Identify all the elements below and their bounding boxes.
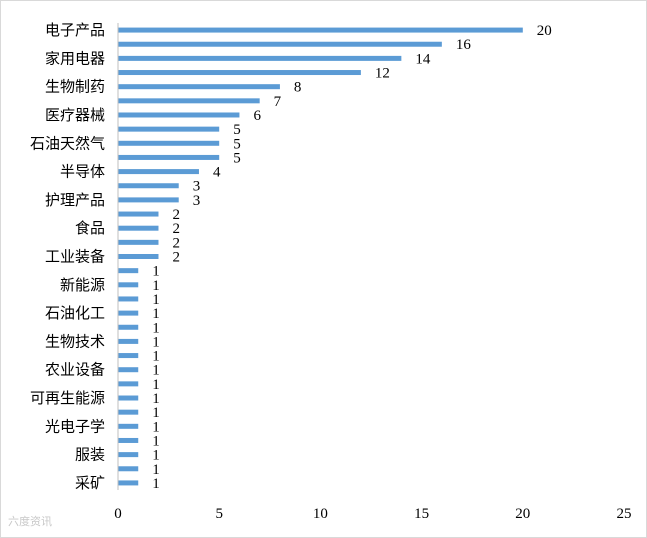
x-tick-label: 15 [414,506,429,522]
bar [118,197,179,203]
bar-value-label: 1 [152,419,160,435]
bar-value-label: 6 [253,108,261,124]
bar-value-label: 2 [172,221,180,237]
bar-value-label: 2 [172,235,180,251]
watermark: 六度资讯 [8,515,52,528]
bar [118,239,159,245]
bar [118,324,139,330]
category-label: 医疗器械 [45,106,105,124]
bar-value-label: 1 [152,433,160,449]
bar [118,98,260,104]
bar [118,338,139,344]
x-tick-label: 0 [114,506,122,522]
bar [118,211,159,217]
bar [118,183,179,189]
category-label: 生物制药 [45,78,105,96]
x-tick-label: 25 [617,506,632,522]
category-label: 服装 [75,446,105,464]
bar [118,409,139,415]
bar-value-label: 1 [152,405,160,421]
category-label: 半导体 [60,163,105,181]
bar-value-label: 8 [294,80,302,96]
bar [118,282,139,288]
bar-value-label: 16 [456,37,472,53]
bar [118,395,139,401]
bar [118,437,139,443]
category-label: 采矿 [75,474,105,492]
bar [118,169,199,175]
bar-value-label: 1 [152,264,160,280]
bar-value-label: 3 [193,193,201,209]
category-label: 护理产品 [45,191,105,209]
bar [118,225,159,231]
bar-value-label: 3 [193,179,201,195]
bar-value-label: 1 [152,476,160,492]
bar [118,112,240,118]
bar [118,126,220,132]
bar-value-label: 2 [172,250,180,266]
bar [118,353,139,359]
bar [118,140,220,146]
category-label: 食品 [75,219,105,237]
bar-value-label: 1 [152,363,160,379]
bar [118,41,442,47]
bar [118,254,159,259]
bar-value-label: 5 [233,122,241,138]
bar-value-label: 14 [415,51,431,67]
bar [118,367,139,373]
category-label: 可再生能源 [30,389,105,407]
bar [118,452,139,458]
bar [118,423,139,429]
bar-value-label: 1 [152,349,160,365]
bar [118,70,361,76]
x-tick-label: 20 [515,506,530,522]
category-label: 电子产品 [45,21,105,39]
bar-value-label: 2 [172,207,180,223]
bar-value-label: 1 [152,391,160,407]
bar-value-label: 1 [152,334,160,350]
bar-value-label: 1 [152,448,160,464]
bar [118,381,139,387]
category-label: 光电子学 [45,417,105,435]
bar-value-label: 5 [233,150,241,166]
bar [118,268,139,274]
bar-value-label: 1 [152,306,160,322]
category-label: 新能源 [60,276,105,294]
category-label: 农业设备 [45,361,105,379]
bar-value-label: 5 [233,136,241,152]
bar-value-label: 1 [152,462,160,478]
bar [118,296,139,302]
bar-value-label: 1 [152,320,160,336]
bar-value-label: 1 [152,292,160,308]
bar [118,480,139,486]
x-tick-label: 10 [313,506,328,522]
bar [118,27,523,33]
category-label: 工业装备 [45,248,105,266]
bar-value-label: 4 [213,165,221,181]
bar-value-label: 7 [274,94,282,110]
x-tick-label: 5 [215,506,223,522]
bar-value-label: 1 [152,278,160,294]
bar-value-label: 20 [537,23,552,39]
bar [118,466,139,472]
bar-value-label: 12 [375,66,390,82]
bar [118,84,280,90]
category-label: 生物技术 [45,332,105,350]
bar [118,55,402,61]
bar [118,310,139,316]
bar-value-label: 1 [152,377,160,393]
category-label: 家用电器 [45,49,105,67]
category-label: 石油化工 [45,304,105,322]
bar [118,154,220,160]
category-label: 石油天然气 [30,134,105,152]
